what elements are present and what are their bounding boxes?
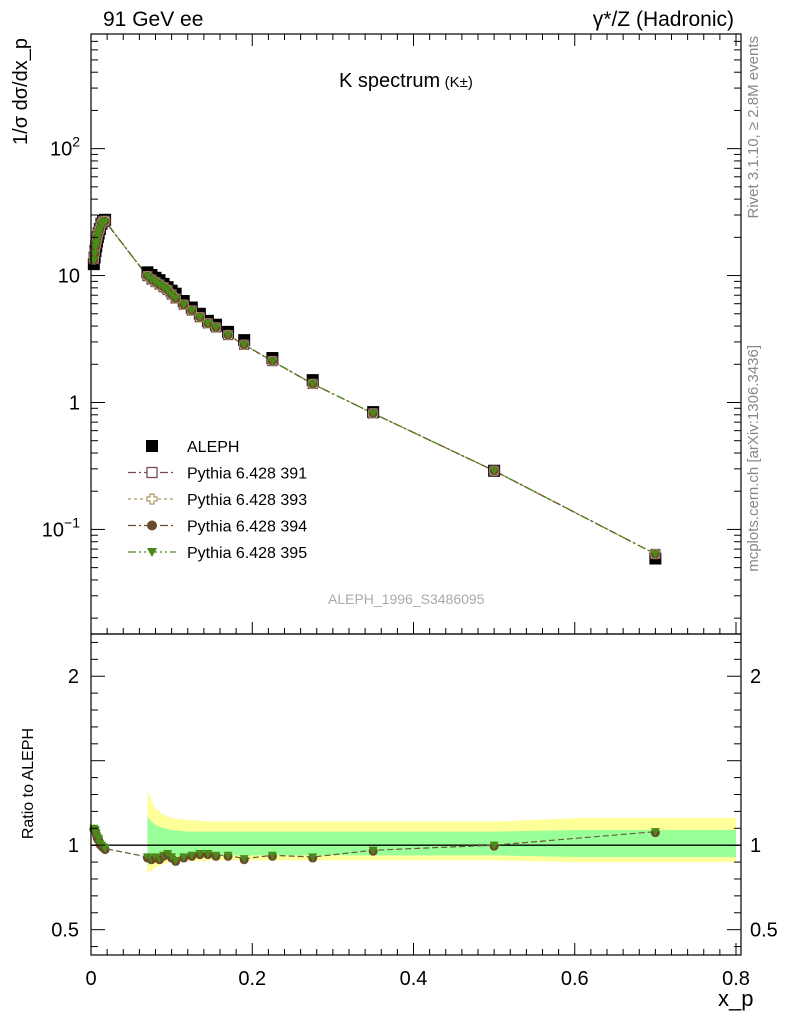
ratio-y-tick-label-right: 1 <box>750 835 761 857</box>
y-tick-label: 10 <box>58 266 80 288</box>
header-right: γ*/Z (Hadronic) <box>592 8 734 31</box>
data-point-s4-2 <box>90 243 100 252</box>
legend-label-3: Pythia 6.428 394 <box>187 519 307 536</box>
legend-marker-3 <box>147 520 157 531</box>
ratio-frame <box>90 633 742 956</box>
x-tick-label: 0.8 <box>722 968 750 990</box>
ratio-point-b-27 <box>308 853 318 862</box>
data-point-s4-10 <box>100 217 110 226</box>
data-point-s4-15 <box>159 283 169 292</box>
legend-label-1: Pythia 6.428 391 <box>187 466 307 483</box>
data-point-s4-13 <box>151 278 160 287</box>
ratio-point-b-19 <box>179 853 189 862</box>
x-axis-label: x_p <box>718 986 754 1011</box>
analysis-id: ALEPH_1996_S3486095 <box>328 591 485 607</box>
main-y-axis-label: 1/σ dσ/dx_p <box>10 38 32 145</box>
ratio-y-tick-label-right: 2 <box>750 666 761 688</box>
series-line-1 <box>93 220 656 555</box>
legend-label-0: ALEPH <box>187 439 239 456</box>
ratio-band-1 <box>147 816 736 866</box>
data-point-s4-28 <box>368 409 378 418</box>
data-point-s4-29 <box>489 467 499 476</box>
ratio-point-b-6 <box>94 834 104 843</box>
main-frame <box>90 33 742 635</box>
series-line-2 <box>93 220 656 555</box>
data-point-s4-19 <box>179 301 189 310</box>
legend-marker-4 <box>147 548 157 557</box>
data-point-s4-18 <box>171 294 181 303</box>
chart-title: K spectrum (K±) <box>339 70 473 93</box>
data-point-s4-7 <box>95 225 105 234</box>
chart-title-suffix: (K±) <box>444 74 473 91</box>
x-tick-label: 0.2 <box>238 968 266 990</box>
header-left: 91 GeV ee <box>103 8 204 31</box>
data-point-s4-24 <box>223 331 233 340</box>
data-point-s4-3 <box>91 239 101 248</box>
side-text-bottom: mcplots.cern.ch [arXiv:1306.3436] <box>745 345 762 572</box>
data-point-s4-22 <box>203 319 213 328</box>
y-tick-label-exp: 2 <box>72 134 80 150</box>
legend-marker-2 <box>146 493 158 505</box>
legend-marker-1 <box>146 466 158 479</box>
data-point-s4-27 <box>308 380 318 389</box>
legend-marker-0 <box>146 440 158 452</box>
y-tick-label-exp: −1 <box>64 514 80 530</box>
data-point-s4-20 <box>187 306 197 316</box>
ratio-point-b-30 <box>650 828 660 837</box>
ratio-y-tick-label: 1 <box>68 835 79 857</box>
ratio-point-b-25 <box>239 855 249 864</box>
data-point-s4-23 <box>211 323 221 332</box>
ratio-point-b-22 <box>203 850 213 859</box>
ratio-point-b-29 <box>489 841 499 850</box>
ratio-y-tick-label: 0.5 <box>51 920 79 942</box>
ratio-point-b-18 <box>171 856 181 865</box>
data-point-s4-12 <box>146 275 156 285</box>
y-tick-label: 1 <box>69 392 80 414</box>
data-point-s4-21 <box>195 313 205 322</box>
ratio-point-b-26 <box>267 851 277 860</box>
series-line-3 <box>93 220 656 555</box>
data-point-s4-25 <box>239 341 249 350</box>
ratio-point-b-20 <box>187 851 197 860</box>
data-point-s4-30 <box>650 550 660 559</box>
side-text-top: Rivet 3.1.10, ≥ 2.8M events <box>745 36 762 219</box>
data-point-s4-26 <box>267 357 277 366</box>
ratio-y-tick-label: 2 <box>68 666 79 688</box>
chart-title-main: K spectrum <box>339 70 441 92</box>
y-tick-label: 102 <box>50 134 80 161</box>
ratio-y-axis-label: Ratio to ALEPH <box>20 728 37 840</box>
data-point-s4-16 <box>163 286 173 295</box>
data-point-s4-14 <box>155 280 165 290</box>
ratio-y-tick-label-right: 0.5 <box>750 920 778 942</box>
legend-label-4: Pythia 6.428 395 <box>187 545 307 562</box>
legend-label-2: Pythia 6.428 393 <box>187 492 307 509</box>
ratio-point-b-21 <box>195 850 205 859</box>
y-tick-label: 10−1 <box>42 514 80 541</box>
x-tick-label: 0.6 <box>561 968 589 990</box>
data-point-s4-1 <box>90 249 100 259</box>
x-tick-label: 0.4 <box>400 968 428 990</box>
series-line-4 <box>93 220 656 555</box>
ratio-point-b-28 <box>368 846 378 855</box>
ratio-point-b-10 <box>100 844 110 854</box>
ratio-point-b-23 <box>211 851 221 860</box>
x-tick-label: 0 <box>85 968 96 990</box>
ratio-point-b-24 <box>223 851 233 860</box>
